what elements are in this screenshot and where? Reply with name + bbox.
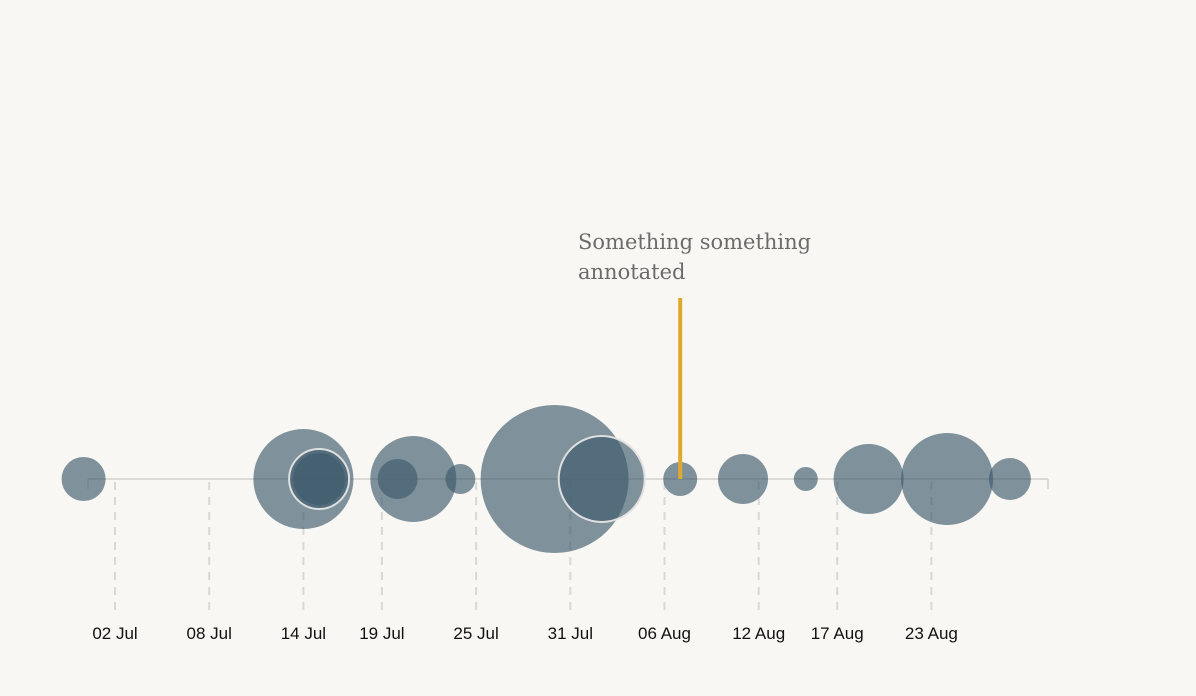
x-tick-label: 08 Jul [187, 624, 232, 643]
bubble[interactable] [718, 454, 768, 504]
highlighted-bubble[interactable] [557, 435, 646, 523]
x-tick-label: 12 Aug [732, 624, 785, 643]
x-tick-label: 23 Aug [905, 624, 958, 643]
bubble[interactable] [445, 464, 476, 494]
annotation-text: Something something [578, 230, 811, 254]
bubble[interactable] [901, 433, 994, 525]
x-tick-label: 17 Aug [811, 624, 864, 643]
x-tick-label: 31 Jul [548, 624, 593, 643]
bubble-series [61, 405, 1031, 553]
x-tick-label: 19 Jul [359, 624, 404, 643]
x-tick-label: 02 Jul [92, 624, 137, 643]
annotation-text: annotated [578, 260, 685, 284]
bubble[interactable] [988, 458, 1031, 500]
x-tick-label: 25 Jul [453, 624, 498, 643]
highlighted-bubble[interactable] [288, 448, 351, 510]
bubble[interactable] [833, 444, 904, 514]
bubble[interactable] [377, 459, 418, 499]
annotation: Something something annotated [578, 230, 811, 479]
x-axis-tick-labels: 02 Jul 08 Jul 14 Jul 19 Jul 25 Jul 31 Jul 06 A… [92, 624, 958, 643]
bubble[interactable] [793, 467, 818, 491]
x-tick-label: 06 Aug [638, 624, 691, 643]
x-tick-label: 14 Jul [281, 624, 326, 643]
bubble[interactable] [61, 457, 106, 501]
